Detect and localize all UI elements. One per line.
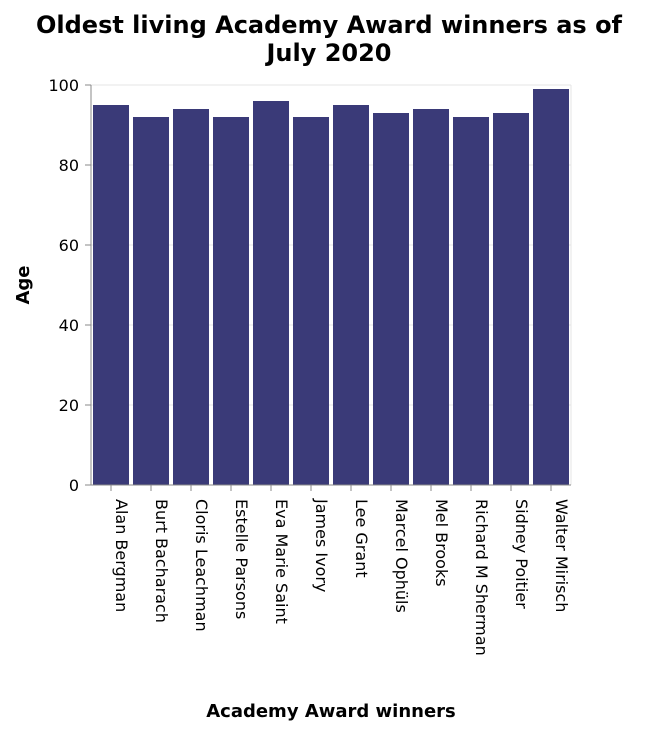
bar-9 [453, 117, 489, 485]
x-tick-label-6: Lee Grant [352, 499, 371, 578]
bar-3 [213, 117, 249, 485]
x-tick-label-7: Marcel Ophüls [392, 499, 411, 613]
x-tick-label-4: Eva Marie Saint [272, 499, 291, 624]
bar-8 [413, 109, 449, 485]
y-tick-label-60: 60 [59, 236, 79, 255]
bars [93, 89, 569, 485]
y-axis-title: Age [13, 265, 34, 304]
x-tick-label-5: James Ivory [312, 498, 331, 592]
y-tick-label-80: 80 [59, 156, 79, 175]
y-tick-label-40: 40 [59, 316, 79, 335]
bar-6 [333, 105, 369, 485]
x-tick-label-3: Estelle Parsons [232, 499, 251, 619]
x-tick-label-2: Cloris Leachman [192, 499, 211, 632]
bar-0 [93, 105, 129, 485]
axes: 0 20 40 60 80 100 Alan Bergman Burt Bacharach Cl… [48, 76, 571, 656]
bar-10 [493, 113, 529, 485]
x-tick-label-0: Alan Bergman [112, 499, 131, 612]
grid-lines [91, 84, 572, 486]
x-tick-label-1: Burt Bacharach [152, 499, 171, 623]
bar-11 [533, 89, 569, 485]
chart-title-line-1: Oldest living Academy Award winners as o… [36, 11, 623, 39]
bar-1 [133, 117, 169, 485]
x-tick-label-10: Sidney Poitier [512, 499, 531, 609]
x-tick-label-9: Richard M Sherman [472, 499, 491, 656]
bar-2 [173, 109, 209, 485]
x-tick-label-8: Mel Brooks [432, 499, 451, 587]
bar-5 [293, 117, 329, 485]
y-tick-label-100: 100 [48, 76, 79, 95]
bar-7 [373, 113, 409, 485]
y-tick-label-0: 0 [69, 476, 79, 495]
x-tick-label-11: Walter Mirisch [552, 499, 571, 612]
x-axis-title: Academy Award winners [206, 701, 456, 722]
y-tick-label-20: 20 [59, 396, 79, 415]
bar-4 [253, 101, 289, 485]
chart-title-line-2: July 2020 [264, 39, 391, 67]
